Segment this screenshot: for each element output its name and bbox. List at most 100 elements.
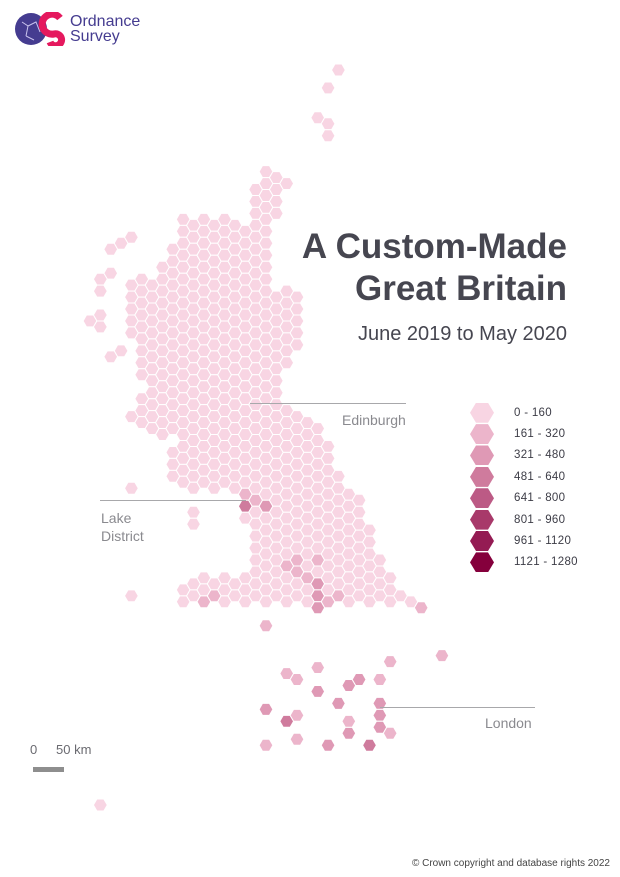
- hex-cell: [289, 708, 305, 722]
- map-title: A Custom-Made Great Britain: [302, 226, 567, 310]
- hex-cell: [123, 589, 139, 603]
- hex-cell: [351, 505, 367, 519]
- legend-item: 0 - 160: [470, 402, 578, 423]
- hex-cell: [351, 493, 367, 507]
- hex-cell: [103, 350, 119, 364]
- hex-cell: [320, 81, 336, 95]
- hex-cell: [310, 661, 326, 674]
- hex-cell: [258, 702, 274, 716]
- london-leader-line: [380, 707, 535, 708]
- hex-cell: [289, 326, 305, 340]
- label-lake-district: Lake District: [101, 509, 144, 545]
- hex-cell: [258, 619, 274, 633]
- hex-cell: [289, 673, 305, 686]
- hex-cell: [268, 206, 284, 220]
- hex-cell: [268, 374, 284, 388]
- title-line-2: Great Britain: [355, 269, 567, 308]
- hex-cell: [258, 236, 274, 250]
- hex-cell: [372, 673, 388, 686]
- hex-cell: [310, 422, 326, 435]
- hex-cell: [289, 732, 305, 746]
- hex-cell: [123, 481, 139, 495]
- legend-hex-swatch: [470, 531, 494, 552]
- legend-item: 321 - 480: [470, 445, 578, 466]
- legend-hex-swatch: [470, 488, 494, 509]
- hex-cell: [320, 440, 336, 453]
- hex-cell: [382, 726, 398, 740]
- edinburgh-leader-line: [250, 403, 406, 404]
- scale-zero: 0: [30, 742, 38, 757]
- legend-hex-swatch: [470, 445, 494, 466]
- hex-cell: [351, 673, 367, 686]
- legend-item: 801 - 960: [470, 509, 578, 530]
- hex-cell: [103, 242, 119, 256]
- legend-item: 641 - 800: [470, 488, 578, 509]
- hex-cell: [330, 63, 346, 77]
- lake-district-leader-line: [100, 500, 246, 501]
- hex-cell: [258, 272, 274, 286]
- legend-hex-swatch: [470, 424, 494, 445]
- hex-cell: [341, 714, 357, 728]
- legend-label: 0 - 160: [514, 406, 552, 419]
- hex-cell: [258, 224, 274, 238]
- legend-item: 961 - 1120: [470, 530, 578, 552]
- legend-label: 961 - 1120: [514, 535, 572, 548]
- scale-bar: [33, 767, 64, 772]
- legend-label: 321 - 480: [514, 449, 566, 462]
- hex-cell: [123, 230, 139, 244]
- label-edinburgh: Edinburgh: [342, 412, 406, 428]
- legend-label: 481 - 640: [514, 470, 566, 483]
- copyright-notice: © Crown copyright and database rights 20…: [411, 858, 610, 869]
- hex-cell: [92, 272, 108, 286]
- legend-label: 641 - 800: [514, 492, 566, 505]
- hex-cell: [289, 314, 305, 328]
- legend-hex-swatch: [470, 509, 494, 530]
- hex-cell: [92, 284, 108, 298]
- label-london: London: [485, 715, 532, 731]
- hex-cell: [92, 320, 108, 334]
- hex-cell: [320, 738, 336, 752]
- legend-hex-swatch: [470, 402, 494, 423]
- map-subtitle: June 2019 to May 2020: [357, 323, 567, 345]
- hex-cell: [320, 117, 336, 131]
- legend-item: 481 - 640: [470, 466, 578, 487]
- hex-cell: [372, 553, 388, 567]
- label-district: District: [101, 528, 144, 544]
- hex-cell: [186, 517, 201, 531]
- hex-cell: [258, 738, 274, 752]
- hex-cell: [341, 726, 357, 740]
- ordnance-survey-logo: Ordnance Survey: [14, 12, 140, 46]
- legend-label: 161 - 320: [514, 428, 566, 441]
- hex-cell: [268, 386, 284, 400]
- hex-cell: [372, 708, 388, 722]
- hex-cell: [362, 523, 377, 537]
- hex-cell: [330, 469, 346, 483]
- hex-cell: [434, 649, 450, 663]
- hex-cell: [258, 260, 274, 274]
- os-logo-icon: [15, 12, 66, 46]
- hex-cell: [289, 338, 305, 352]
- hex-cell: [320, 451, 336, 465]
- title-line-1: A Custom-Made: [301, 227, 567, 266]
- hex-cell: [279, 356, 295, 370]
- legend-item: 1121 - 1280: [470, 552, 578, 573]
- hex-cell: [268, 195, 284, 208]
- logo-text-ordnance: Ordnance: [70, 13, 141, 30]
- legend: 0 - 160 161 - 320 321 - 480 481 - 640 641 - …: [470, 402, 578, 573]
- scale-distance: 50 km: [56, 742, 92, 757]
- hex-cell: [320, 129, 336, 143]
- legend-item: 161 - 320: [470, 423, 578, 445]
- hex-cell: [330, 696, 346, 710]
- hex-cell: [258, 248, 274, 262]
- legend-hex-swatch: [470, 466, 494, 487]
- label-lake: Lake: [101, 510, 132, 526]
- hex-cell: [382, 571, 398, 585]
- hex-cell: [362, 738, 377, 752]
- hex-cell: [186, 505, 201, 519]
- hex-cell: [310, 601, 326, 615]
- hex-cell: [362, 535, 377, 549]
- hex-cell: [92, 798, 108, 812]
- hex-cell: [310, 685, 326, 698]
- legend-label: 801 - 960: [514, 513, 566, 526]
